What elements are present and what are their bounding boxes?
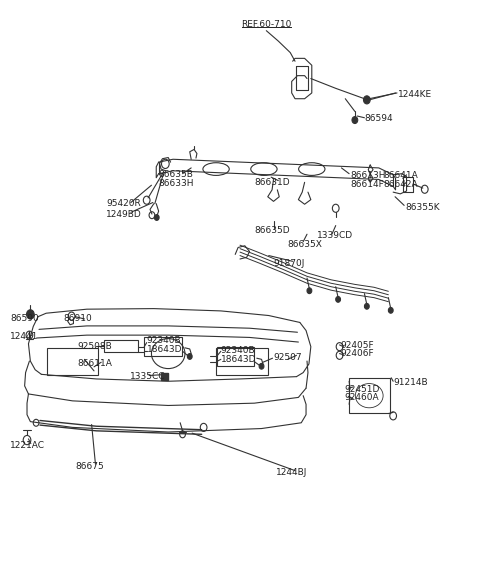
Text: 86594: 86594 (364, 114, 393, 123)
Text: 86631D: 86631D (254, 178, 290, 187)
Text: 92451D: 92451D (344, 385, 380, 394)
Text: REF.60-710: REF.60-710 (241, 20, 291, 29)
Text: 86614F: 86614F (350, 180, 384, 188)
Text: 92340B: 92340B (221, 346, 255, 355)
Text: 1244KE: 1244KE (398, 90, 432, 99)
Text: 92507: 92507 (274, 353, 302, 362)
Text: 1335CC: 1335CC (130, 372, 166, 381)
Text: 92508B: 92508B (77, 342, 112, 351)
Circle shape (155, 214, 159, 220)
Text: 91214B: 91214B (393, 378, 428, 387)
Circle shape (259, 364, 264, 369)
Text: 86613H: 86613H (350, 172, 385, 180)
Text: 86635D: 86635D (254, 225, 290, 235)
Text: 18643D: 18643D (221, 355, 256, 364)
Text: 1339CD: 1339CD (317, 231, 353, 240)
Text: 18643D: 18643D (147, 345, 182, 354)
Text: 12441: 12441 (10, 332, 39, 341)
Text: 1249BD: 1249BD (106, 210, 142, 218)
Text: 92406F: 92406F (340, 349, 374, 358)
Circle shape (352, 117, 358, 124)
Text: 86675: 86675 (75, 462, 104, 471)
Text: 86355K: 86355K (405, 203, 440, 212)
Text: 86641A: 86641A (384, 172, 419, 180)
Circle shape (388, 307, 393, 313)
Text: 86642A: 86642A (384, 180, 418, 188)
Bar (104, 340, 138, 353)
Circle shape (26, 310, 34, 319)
Bar (349, 379, 390, 413)
Text: 86910: 86910 (63, 314, 92, 324)
Text: 1221AC: 1221AC (10, 442, 45, 450)
Bar (144, 337, 181, 357)
Text: 86635B: 86635B (158, 171, 193, 179)
Text: 95420R: 95420R (106, 199, 141, 208)
Text: 86635X: 86635X (288, 239, 323, 249)
Text: 92340B: 92340B (147, 336, 181, 346)
Bar (161, 373, 168, 380)
Text: 86590: 86590 (10, 314, 39, 324)
Text: 1244BJ: 1244BJ (276, 468, 307, 477)
Text: 86633H: 86633H (158, 179, 194, 188)
Circle shape (336, 297, 340, 302)
Bar (216, 348, 268, 376)
Circle shape (307, 288, 312, 294)
Circle shape (364, 303, 369, 309)
Text: 91870J: 91870J (274, 258, 305, 268)
Circle shape (187, 354, 192, 360)
Text: 92405F: 92405F (340, 341, 374, 350)
Circle shape (363, 96, 370, 104)
Text: 92460A: 92460A (344, 393, 379, 402)
Bar (217, 347, 254, 366)
Text: 86611A: 86611A (77, 360, 112, 368)
Bar (47, 348, 98, 376)
